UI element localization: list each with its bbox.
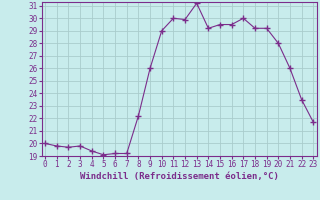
X-axis label: Windchill (Refroidissement éolien,°C): Windchill (Refroidissement éolien,°C) xyxy=(80,172,279,181)
